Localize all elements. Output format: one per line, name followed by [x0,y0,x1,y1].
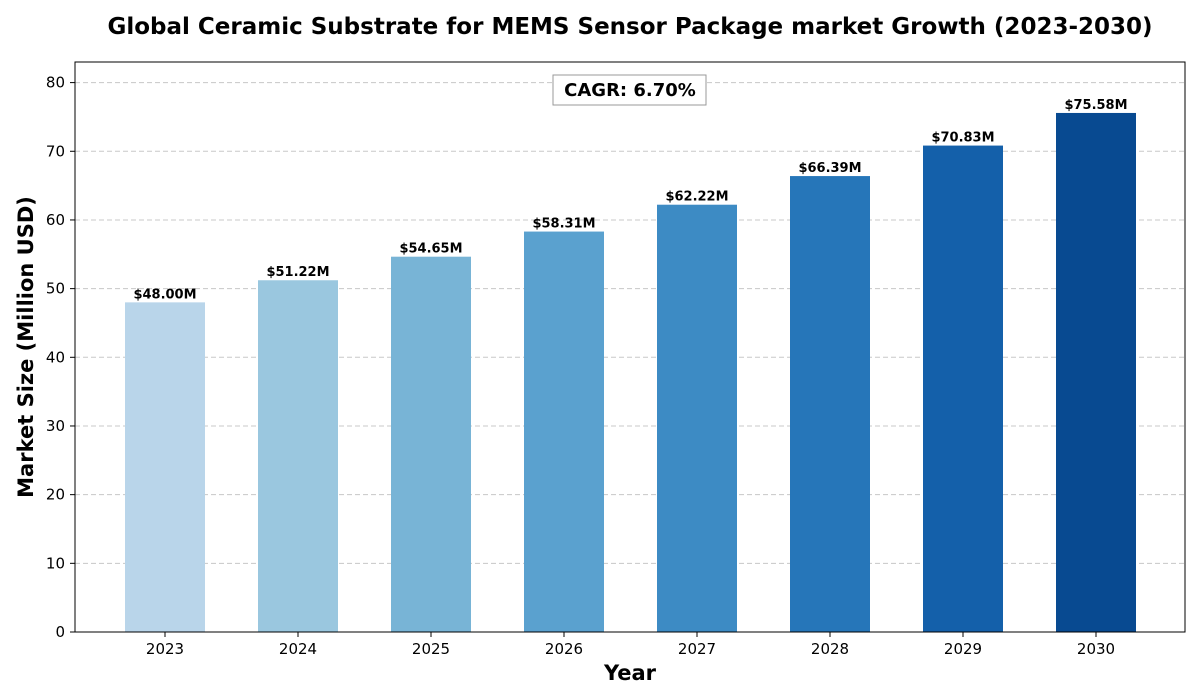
bar-value-label: $62.22M [665,190,728,205]
y-axis-label: Market Size (Million USD) [14,196,38,498]
cagr-annotation: CAGR: 6.70% [552,74,707,106]
bar-value-label: $48.00M [133,287,196,302]
x-tick-label: 2023 [146,640,184,658]
bar [125,302,205,632]
chart-title: Global Ceramic Substrate for MEMS Sensor… [107,14,1152,40]
y-tick-label: 30 [46,417,65,435]
bars [125,112,1136,633]
data-labels: $48.00M $51.22M $54.65M $58.31M $62.22M $66.3… [133,98,1127,302]
x-tick-label: 2026 [545,640,583,658]
y-tick-label: 50 [46,280,65,298]
bar-value-label: $70.83M [931,131,994,146]
x-tick-label: 2025 [412,640,450,658]
x-tick-label: 2030 [1077,640,1115,658]
x-axis-ticks: 2023 2024 2025 2026 2027 2028 2029 2030 [146,632,1115,658]
x-tick-label: 2029 [944,640,982,658]
x-axis-label: Year [603,661,657,685]
y-tick-label: 60 [46,211,65,229]
plot-frame [74,61,1186,633]
bar [790,176,870,633]
y-tick-label: 40 [46,348,65,366]
bar-value-label: $75.58M [1064,98,1127,113]
x-tick-label: 2028 [811,640,849,658]
bar-value-label: $66.39M [798,161,861,176]
y-tick-label: 0 [55,623,65,641]
bar [258,280,338,632]
bar [391,256,471,632]
bar [1056,112,1136,633]
bar-value-label: $58.31M [532,217,595,232]
bar [524,231,604,632]
bar-value-label: $54.65M [399,242,462,257]
bar [923,145,1003,633]
y-tick-label: 80 [46,74,65,92]
y-tick-label: 70 [46,142,65,160]
y-tick-label: 10 [46,554,65,572]
bar-value-label: $51.22M [266,265,329,280]
x-tick-label: 2027 [678,640,716,658]
cagr-box [552,74,707,106]
cagr-label: CAGR: 6.70% [564,80,696,101]
y-axis-ticks: 0 10 20 30 40 50 60 70 80 [46,74,75,641]
bar [657,204,737,632]
grid-lines [75,82,1185,633]
x-tick-label: 2024 [279,640,317,658]
y-tick-label: 20 [46,486,65,504]
